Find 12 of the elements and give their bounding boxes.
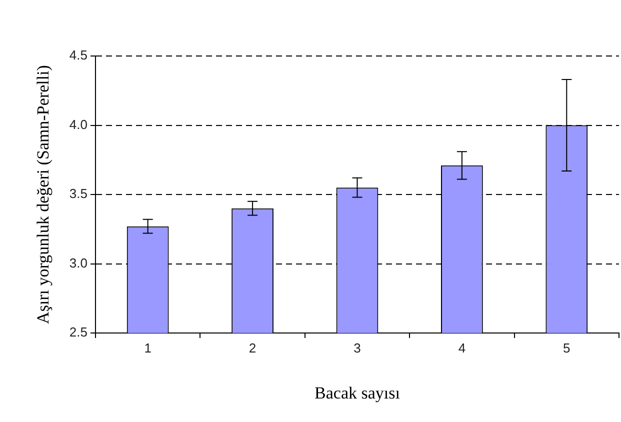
y-tick-label: 4.5 (69, 48, 88, 63)
y-tick-label: 2.5 (69, 324, 88, 340)
x-tick-label: 4 (458, 340, 466, 356)
x-tick-label: 2 (248, 340, 256, 356)
x-tick-label: 1 (144, 340, 152, 356)
y-axis-title: Aşırı yorgunluk değeri (Samn-Perelli) (34, 65, 53, 324)
y-tick-label: 3.5 (69, 186, 88, 202)
x-tick-label: 5 (563, 340, 570, 356)
y-tick-label: 4.0 (69, 116, 88, 132)
x-axis-title: Bacak sayısı (314, 383, 400, 402)
y-tick-label: 3.0 (69, 255, 88, 270)
x-tick-label: 3 (354, 340, 361, 356)
